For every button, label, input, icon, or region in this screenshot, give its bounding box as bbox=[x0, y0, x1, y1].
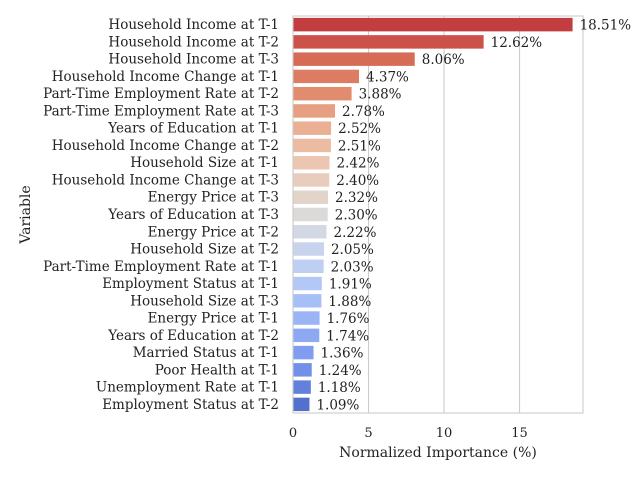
data-label: 2.22% bbox=[334, 225, 377, 241]
x-tick-labels: 0 5 10 15 bbox=[289, 426, 528, 441]
category-label: Household Income at T-3 bbox=[108, 52, 279, 68]
bar bbox=[293, 173, 330, 187]
data-label: 12.62% bbox=[491, 35, 543, 51]
data-label: 2.51% bbox=[338, 138, 381, 154]
bar bbox=[293, 104, 335, 118]
data-label: 2.78% bbox=[342, 104, 385, 120]
data-label: 2.32% bbox=[335, 190, 378, 206]
data-label: 2.52% bbox=[338, 121, 381, 137]
data-label: 4.37% bbox=[366, 69, 409, 85]
bar bbox=[293, 69, 360, 84]
category-label: Part-Time Employment Rate at T-3 bbox=[43, 103, 279, 119]
bar bbox=[293, 397, 310, 412]
data-label: 1.91% bbox=[329, 277, 372, 293]
category-label: Years of Education at T-2 bbox=[107, 328, 279, 344]
category-label: Household Income at T-2 bbox=[108, 34, 279, 50]
category-label: Employment Status at T-1 bbox=[102, 276, 279, 292]
data-label: 1.88% bbox=[328, 294, 371, 310]
data-label: 2.30% bbox=[335, 208, 378, 224]
bar bbox=[293, 328, 320, 343]
data-label: 2.40% bbox=[336, 173, 379, 189]
data-label: 3.88% bbox=[359, 87, 402, 103]
data-label: 1.18% bbox=[318, 380, 361, 396]
data-label: 2.42% bbox=[337, 156, 380, 172]
bar bbox=[293, 35, 484, 49]
bar bbox=[293, 242, 324, 256]
category-label: Energy Price at T-1 bbox=[148, 311, 279, 327]
bar bbox=[293, 311, 320, 325]
data-label: 1.36% bbox=[321, 346, 364, 362]
category-label: Unemployment Rate at T-1 bbox=[96, 380, 279, 396]
category-label: Household Income Change at T-2 bbox=[52, 138, 279, 154]
bar bbox=[293, 138, 331, 153]
bar bbox=[293, 276, 322, 291]
data-labels: 18.51% 12.62% 8.06% 4.37% 3.88%2.78%2.52%2.5… bbox=[316, 18, 631, 414]
bars bbox=[293, 17, 573, 412]
data-label: 1.74% bbox=[326, 328, 369, 344]
bar bbox=[293, 52, 415, 66]
category-label: Household Income at T-1 bbox=[108, 17, 279, 33]
bar bbox=[293, 17, 573, 32]
category-label: Household Size at T-2 bbox=[130, 242, 279, 258]
bar bbox=[293, 155, 330, 170]
category-label: Part-Time Employment Rate at T-2 bbox=[43, 86, 279, 102]
category-label: Poor Health at T-1 bbox=[155, 362, 279, 378]
x-tick-label: 15 bbox=[511, 426, 528, 441]
bar bbox=[293, 225, 327, 239]
bar bbox=[293, 121, 332, 135]
category-label: Part-Time Employment Rate at T-1 bbox=[43, 259, 279, 275]
y-axis-title: Variable bbox=[18, 185, 34, 244]
x-tick-label: 0 bbox=[289, 426, 297, 441]
category-label: Years of Education at T-3 bbox=[107, 207, 279, 223]
data-label: 1.09% bbox=[316, 397, 359, 413]
bar bbox=[293, 259, 324, 274]
category-label: Married Status at T-1 bbox=[133, 345, 279, 361]
category-label: Years of Education at T-1 bbox=[107, 121, 279, 137]
data-label: 2.05% bbox=[331, 242, 374, 258]
category-label: Energy Price at T-3 bbox=[148, 190, 279, 206]
data-label: 1.76% bbox=[327, 311, 370, 327]
bar bbox=[293, 380, 311, 394]
bar bbox=[293, 207, 328, 222]
category-label: Employment Status at T-2 bbox=[102, 397, 279, 413]
data-label: 8.06% bbox=[422, 52, 465, 68]
category-label: Household Size at T-3 bbox=[130, 293, 279, 309]
category-label: Energy Price at T-2 bbox=[148, 224, 279, 240]
bar bbox=[293, 86, 352, 101]
data-label: 18.51% bbox=[580, 18, 632, 34]
data-label: 1.24% bbox=[319, 363, 362, 379]
bar bbox=[293, 345, 314, 360]
category-label: Household Income Change at T-3 bbox=[52, 172, 279, 188]
plot-frame bbox=[292, 15, 584, 414]
x-tick-label: 5 bbox=[364, 426, 372, 441]
bar bbox=[293, 190, 329, 204]
bar bbox=[293, 363, 312, 377]
data-label: 2.03% bbox=[331, 259, 374, 275]
x-axis-title: Normalized Importance (%) bbox=[339, 445, 537, 461]
bar bbox=[293, 294, 322, 308]
category-label: Household Size at T-1 bbox=[130, 155, 279, 171]
x-tick-label: 10 bbox=[436, 426, 453, 441]
category-label: Household Income Change at T-1 bbox=[52, 69, 279, 85]
